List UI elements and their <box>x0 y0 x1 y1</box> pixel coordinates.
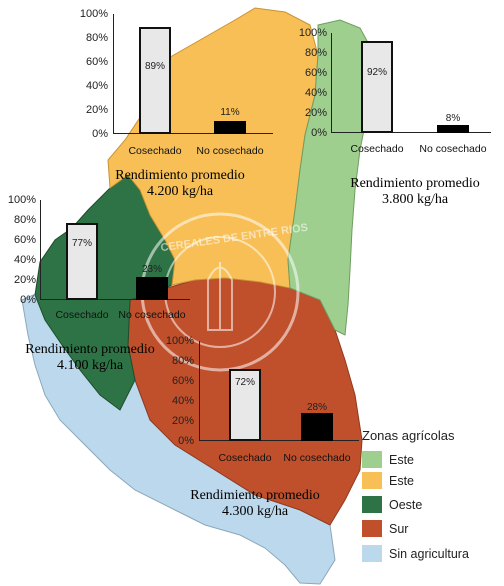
y-tick-label: 20% <box>304 107 327 119</box>
legend-swatch <box>362 496 382 513</box>
yield-este-amarillo: Rendimiento promedio 4.200 kg/ha <box>95 168 265 200</box>
x-axis-line <box>113 133 273 134</box>
legend-item-este-verde: Este <box>362 451 414 468</box>
legend-label: Este <box>389 452 415 467</box>
y-tick-label: 0% <box>311 127 327 139</box>
y-axis-ticks: 100% 80% 60% 40% 20% 0% <box>78 9 108 140</box>
bar-cosechado <box>139 27 171 134</box>
yield-value: 4.100 kg/ha <box>56 358 124 373</box>
category-cosechado: Cosechado <box>350 143 404 155</box>
y-axis-ticks: 100% 80% 60% 40% 20% 0% <box>6 195 36 306</box>
y-axis-line <box>199 341 200 441</box>
yield-label: Rendimiento promedio <box>190 488 320 503</box>
yield-este-verde: Rendimiento promedio 3.800 kg/ha <box>330 176 500 208</box>
legend-label: Sur <box>389 521 409 536</box>
bar-no-cosechado <box>214 120 246 134</box>
y-tick-label: 40% <box>85 80 108 92</box>
y-tick-label: 20% <box>171 415 194 427</box>
label-no-cosechado-pct: 11% <box>220 107 240 118</box>
yield-label: Rendimiento promedio <box>350 176 480 191</box>
y-axis-ticks: 100% 80% 60% 40% 20% 0% <box>297 28 327 139</box>
bar-cosechado <box>66 223 98 300</box>
label-no-cosechado-pct: 8% <box>445 113 461 124</box>
legend-item-sur: Sur <box>362 520 408 537</box>
y-tick-label: 80% <box>85 32 108 44</box>
y-tick-label: 0% <box>178 435 194 447</box>
y-tick-label: 80% <box>304 47 327 59</box>
category-no-cosechado: No cosechado <box>419 143 487 155</box>
legend-title: Zonas agrícolas <box>362 428 455 443</box>
bar-cosechado <box>229 369 261 441</box>
legend-item-sin-agricultura: Sin agricultura <box>362 545 469 562</box>
category-no-cosechado: No cosechado <box>283 452 351 464</box>
y-tick-label: 100% <box>165 335 194 347</box>
y-tick-label: 60% <box>304 67 327 79</box>
label-cosechado-pct: 92% <box>366 67 387 78</box>
y-tick-label: 20% <box>13 274 36 286</box>
y-tick-label: 40% <box>304 87 327 99</box>
legend-label: Sin agricultura <box>389 546 469 561</box>
legend-item-este-amarillo: Este <box>362 472 414 489</box>
yield-oeste: Rendimiento promedio 4.100 kg/ha <box>5 342 175 374</box>
y-tick-label: 0% <box>20 294 36 306</box>
y-tick-label: 100% <box>7 194 36 206</box>
y-tick-label: 80% <box>171 355 194 367</box>
category-no-cosechado: No cosechado <box>118 309 186 321</box>
yield-value: 4.300 kg/ha <box>221 504 289 519</box>
bar-no-cosechado <box>301 413 333 441</box>
y-axis-ticks: 100% 80% 60% 40% 20% 0% <box>164 336 194 447</box>
label-cosechado-pct: 77% <box>71 238 92 249</box>
y-tick-label: 40% <box>171 395 194 407</box>
bar-no-cosechado <box>136 277 168 300</box>
legend-swatch <box>362 472 382 489</box>
legend-swatch <box>362 451 382 468</box>
yield-value: 4.200 kg/ha <box>146 184 214 199</box>
y-tick-label: 100% <box>298 27 327 39</box>
legend-swatch <box>362 545 382 562</box>
y-tick-label: 80% <box>13 214 36 226</box>
yield-sur: Rendimiento promedio 4.300 kg/ha <box>170 488 340 520</box>
y-axis-line <box>113 14 114 134</box>
label-no-cosechado-pct: 23% <box>141 264 162 275</box>
bar-no-cosechado <box>437 125 469 133</box>
yield-label: Rendimiento promedio <box>115 168 245 183</box>
y-axis-line <box>331 33 332 133</box>
x-axis-line <box>40 299 190 300</box>
y-tick-label: 100% <box>79 8 108 20</box>
y-tick-label: 60% <box>171 375 194 387</box>
y-tick-label: 60% <box>13 234 36 246</box>
category-cosechado: Cosechado <box>55 309 109 321</box>
legend-swatch <box>362 520 382 537</box>
label-no-cosechado-pct: 28% <box>306 402 327 413</box>
category-no-cosechado: No cosechado <box>196 145 264 157</box>
x-axis-line <box>199 440 359 441</box>
category-cosechado: Cosechado <box>128 145 182 157</box>
label-cosechado-pct: 72% <box>234 377 255 388</box>
category-cosechado: Cosechado <box>218 452 272 464</box>
y-tick-label: 60% <box>85 56 108 68</box>
x-axis-line <box>331 132 491 133</box>
y-tick-label: 40% <box>13 254 36 266</box>
label-cosechado-pct: 89% <box>144 61 165 72</box>
bar-cosechado <box>361 41 393 133</box>
y-axis-line <box>40 200 41 300</box>
legend-label: Este <box>389 473 415 488</box>
y-tick-label: 0% <box>92 128 108 140</box>
yield-label: Rendimiento promedio <box>25 342 155 357</box>
legend-item-oeste: Oeste <box>362 496 422 513</box>
legend-label: Oeste <box>389 497 423 512</box>
y-tick-label: 20% <box>85 104 108 116</box>
yield-value: 3.800 kg/ha <box>381 192 449 207</box>
